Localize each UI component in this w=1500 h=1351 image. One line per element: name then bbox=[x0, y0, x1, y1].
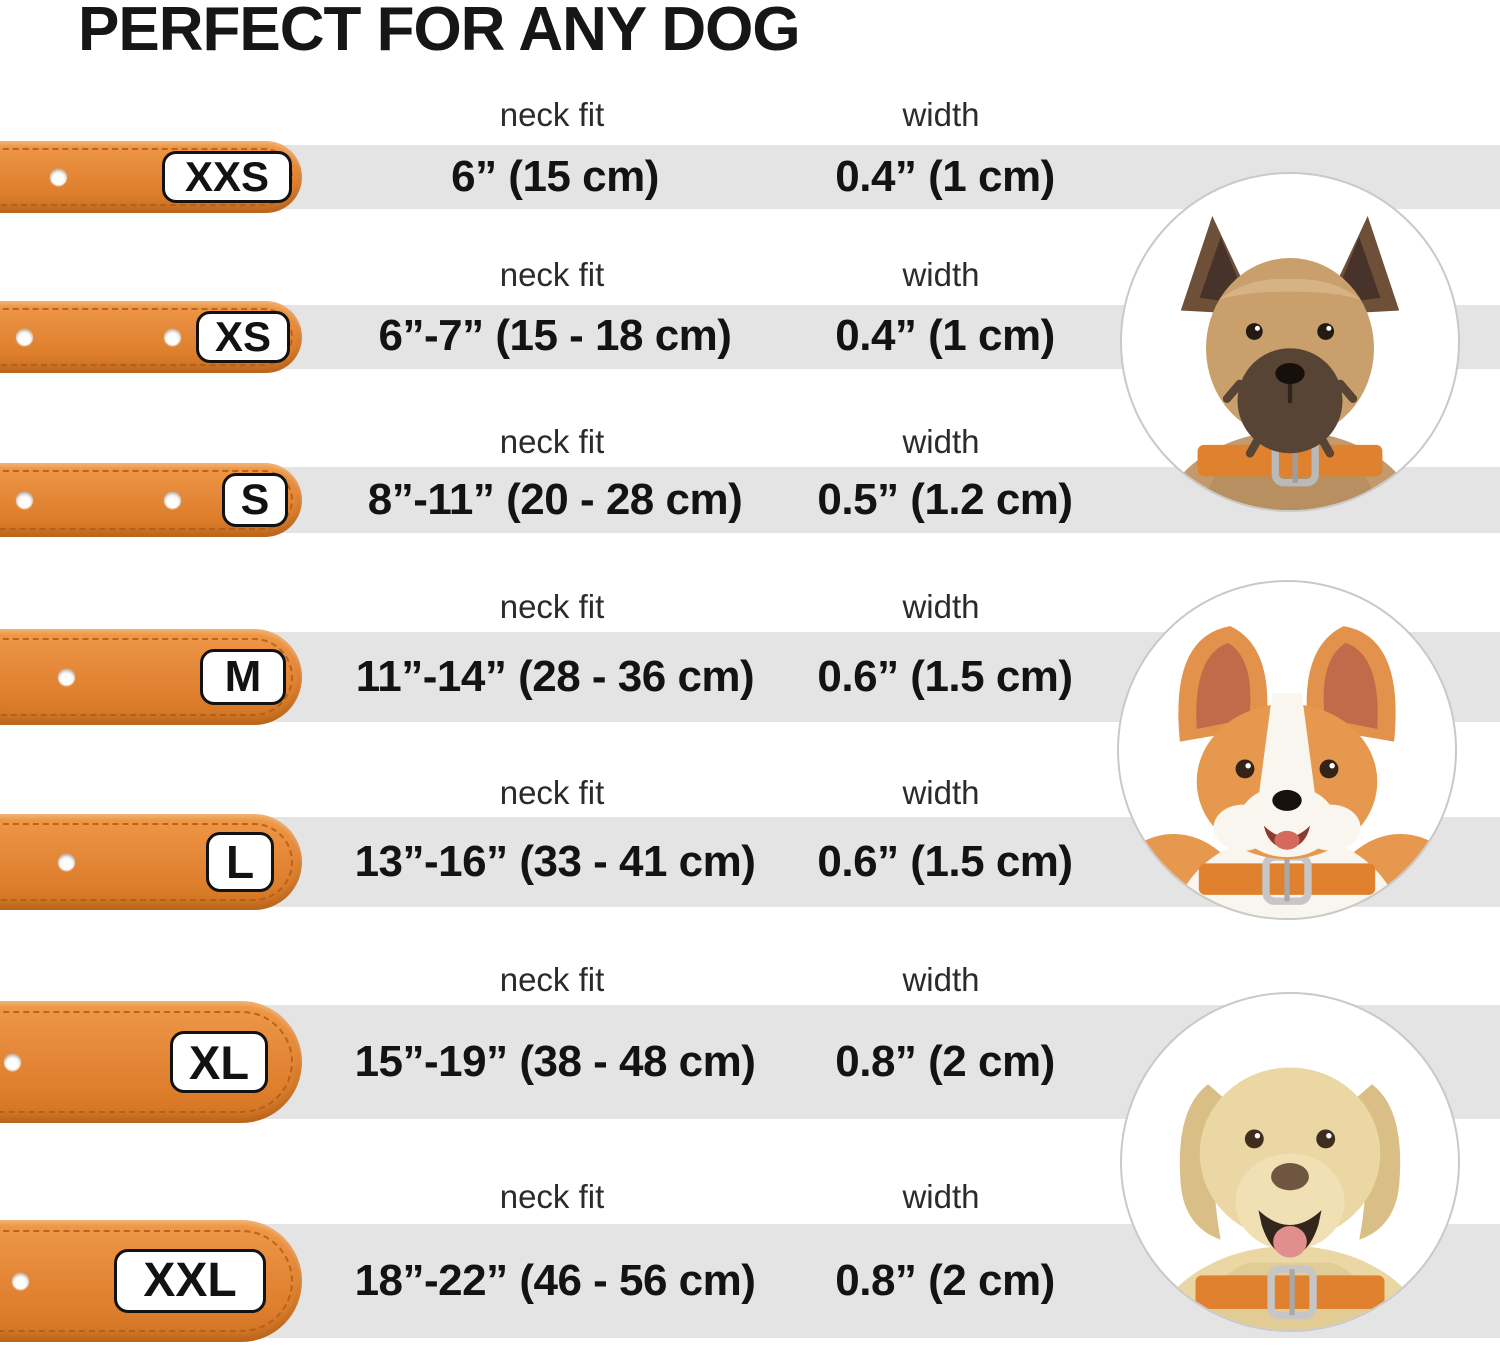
size-badge-s: S bbox=[222, 473, 288, 527]
collar-hole bbox=[164, 328, 181, 346]
size-badge-xxl: XXL bbox=[114, 1249, 266, 1313]
column-header-width: width bbox=[902, 256, 980, 293]
neck-fit-value-m: 11”-14” (28 - 36 cm) bbox=[355, 652, 755, 701]
column-header-width: width bbox=[902, 961, 980, 998]
size-badge-xxs: XXS bbox=[162, 151, 292, 203]
width-value-l: 0.6” (1.5 cm) bbox=[817, 837, 1073, 886]
column-header-neck-fit: neck fit bbox=[499, 961, 605, 998]
size-badge-xl: XL bbox=[170, 1031, 268, 1093]
width-value-xxs: 0.4” (1 cm) bbox=[835, 152, 1055, 201]
collar-stitching bbox=[0, 308, 293, 366]
size-badge-l: L bbox=[206, 832, 274, 892]
collar-graphic-l: L bbox=[0, 814, 302, 910]
collar-hole bbox=[58, 668, 75, 686]
labrador-illustration bbox=[1151, 1067, 1429, 1330]
collar-hole bbox=[16, 328, 33, 346]
neck-fit-value-l: 13”-16” (33 - 41 cm) bbox=[354, 837, 756, 886]
collar-hole bbox=[164, 491, 181, 509]
column-header-width: width bbox=[902, 423, 980, 460]
column-header-width: width bbox=[902, 96, 980, 133]
column-header-width: width bbox=[902, 774, 980, 811]
neck-fit-value-xl: 15”-19” (38 - 48 cm) bbox=[354, 1037, 756, 1086]
collar-stitching bbox=[0, 823, 293, 901]
collar-hole bbox=[12, 1272, 29, 1290]
column-header-neck-fit: neck fit bbox=[499, 423, 605, 460]
dog-photo-labrador bbox=[1120, 992, 1460, 1332]
neck-fit-value-xxs: 6” (15 cm) bbox=[451, 152, 659, 201]
collar-stitching bbox=[0, 1230, 293, 1332]
collar-hole bbox=[4, 1053, 21, 1071]
collar-stitching bbox=[0, 1011, 293, 1113]
collar-stitching bbox=[0, 638, 293, 716]
neck-fit-value-s: 8”-11” (20 - 28 cm) bbox=[367, 475, 743, 524]
width-value-xl: 0.8” (2 cm) bbox=[835, 1037, 1055, 1086]
collar-hole bbox=[58, 853, 75, 871]
neck-fit-value-xxl: 18”-22” (46 - 56 cm) bbox=[354, 1256, 756, 1305]
column-header-neck-fit: neck fit bbox=[499, 96, 605, 133]
collar-graphic-xs: XS bbox=[0, 301, 302, 373]
size-badge-xs: XS bbox=[196, 311, 290, 363]
dog-photo-terrier bbox=[1120, 172, 1460, 512]
collar-stitching bbox=[0, 470, 293, 530]
column-header-neck-fit: neck fit bbox=[499, 588, 605, 625]
collar-graphic-s: S bbox=[0, 463, 302, 537]
neck-fit-value-xs: 6”-7” (15 - 18 cm) bbox=[378, 311, 732, 360]
width-value-s: 0.5” (1.2 cm) bbox=[817, 475, 1073, 524]
column-header-neck-fit: neck fit bbox=[499, 1178, 605, 1215]
column-header-neck-fit: neck fit bbox=[499, 256, 605, 293]
page-title: PERFECT FOR ANY DOG bbox=[78, 0, 801, 64]
column-header-width: width bbox=[902, 1178, 980, 1215]
width-value-xxl: 0.8” (2 cm) bbox=[835, 1256, 1055, 1305]
width-value-m: 0.6” (1.5 cm) bbox=[817, 652, 1073, 701]
collar-graphic-xxs: XXS bbox=[0, 141, 302, 213]
collar-hole bbox=[16, 491, 33, 509]
collar-graphic-m: M bbox=[0, 629, 302, 725]
corgi-illustration bbox=[1119, 626, 1455, 918]
collar-stitching bbox=[0, 148, 293, 206]
collar-hole bbox=[50, 168, 67, 186]
width-value-xs: 0.4” (1 cm) bbox=[835, 311, 1055, 360]
dog-photo-corgi bbox=[1117, 580, 1457, 920]
column-header-width: width bbox=[902, 588, 980, 625]
terrier-illustration bbox=[1161, 216, 1419, 510]
collar-graphic-xl: XL bbox=[0, 1001, 302, 1123]
collar-graphic-xxl: XXL bbox=[0, 1220, 302, 1342]
size-badge-m: M bbox=[200, 649, 286, 705]
column-header-neck-fit: neck fit bbox=[499, 774, 605, 811]
